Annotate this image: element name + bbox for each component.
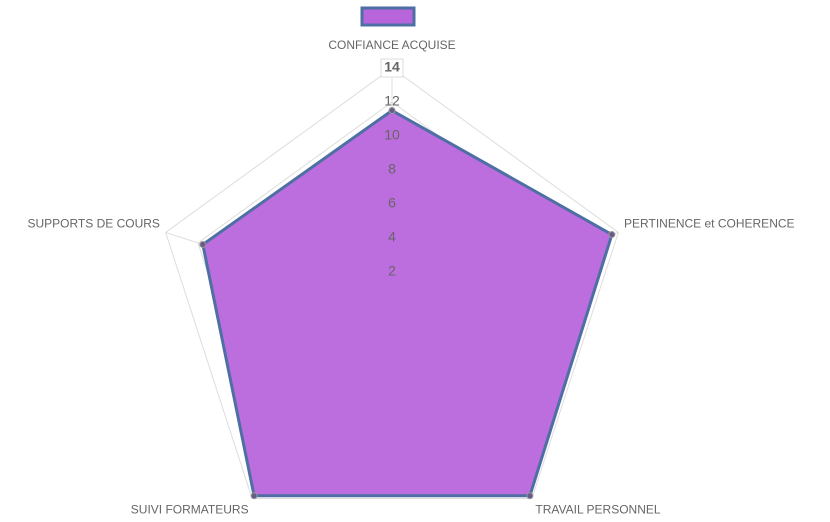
legend-swatch — [360, 6, 416, 27]
tick-bg — [380, 58, 404, 78]
category-label: CONFIANCE ACQUISE — [328, 38, 455, 52]
grid-line — [165, 67, 619, 500]
radar-area — [201, 108, 614, 498]
r-tick-label: 14 — [384, 59, 400, 75]
point — [388, 107, 396, 114]
point — [608, 231, 616, 239]
r-tick-label: 10 — [384, 127, 400, 143]
category-label: TRAVAIL PERSONNEL — [535, 503, 660, 517]
r-tick-label: 6 — [388, 195, 396, 211]
category-label: SUPPORTS DE COURS — [27, 217, 159, 231]
point — [250, 492, 258, 500]
r-tick-label: 8 — [388, 161, 396, 177]
r-tick-label: 12 — [384, 93, 400, 109]
r-tick-label: 2 — [388, 263, 396, 279]
point — [526, 492, 534, 500]
category-label: SUIVI FORMATEURS — [131, 503, 249, 517]
category-label: PERTINENCE et COHERENCE — [624, 217, 794, 231]
point — [199, 241, 207, 249]
r-tick-label: 4 — [388, 229, 396, 245]
